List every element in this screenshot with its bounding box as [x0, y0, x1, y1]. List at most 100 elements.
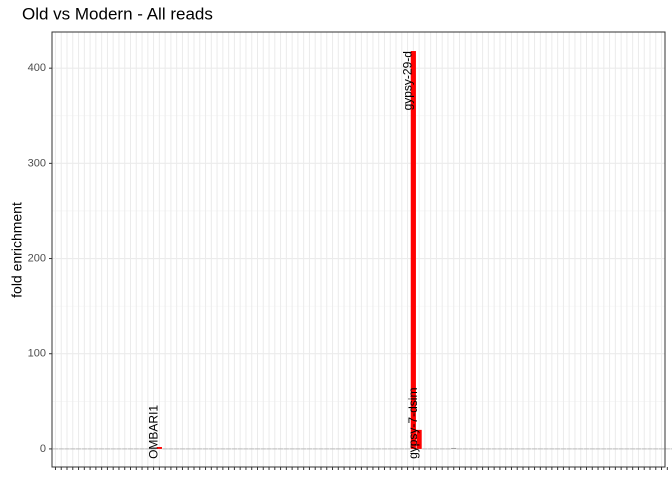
bar [99, 448, 105, 450]
bar [433, 448, 440, 450]
bar [197, 448, 203, 450]
bar [456, 448, 463, 450]
bar [381, 448, 388, 450]
bar [145, 448, 151, 450]
bar [653, 448, 659, 450]
bar [624, 448, 630, 450]
bar [376, 448, 382, 450]
y-tick-label: 200 [28, 252, 46, 264]
bar [162, 448, 168, 450]
bar [260, 448, 266, 450]
bar [75, 448, 82, 450]
bar [451, 447, 457, 449]
bar [601, 448, 607, 450]
bar [572, 448, 578, 450]
bar [491, 448, 497, 450]
bar [422, 448, 428, 450]
bar [445, 448, 451, 450]
bar [508, 448, 515, 450]
bar [670, 448, 672, 450]
bar [393, 448, 399, 450]
bar [329, 448, 336, 450]
bar [595, 448, 601, 450]
bar [474, 448, 480, 450]
bar [272, 448, 278, 450]
bar [202, 448, 209, 450]
bar [566, 448, 572, 450]
bar [254, 448, 261, 450]
bar [410, 51, 416, 449]
panel-border [51, 31, 666, 468]
bar [630, 448, 636, 450]
bar [503, 448, 509, 450]
bar [335, 448, 341, 450]
bar [70, 448, 76, 450]
bar [110, 448, 116, 450]
bar [555, 448, 561, 450]
bar [549, 448, 555, 450]
bar [358, 448, 364, 450]
bar [318, 448, 324, 450]
bar [347, 448, 353, 450]
bar [480, 448, 486, 450]
bar [93, 448, 99, 450]
bar [520, 448, 526, 450]
bar [214, 448, 220, 450]
bar [404, 448, 411, 450]
bar [81, 448, 87, 450]
bar [58, 448, 64, 450]
bar [127, 448, 134, 450]
bar [133, 448, 139, 450]
bar [428, 448, 434, 450]
bar [179, 448, 186, 450]
bar [462, 448, 468, 450]
bar [387, 448, 393, 450]
bar [583, 448, 590, 450]
bar [514, 448, 520, 450]
bar [664, 448, 670, 450]
bar [122, 448, 128, 450]
bar [468, 448, 474, 450]
bar [289, 448, 295, 450]
bar [370, 448, 376, 450]
bar [208, 448, 214, 450]
bar [220, 448, 226, 450]
bar [185, 448, 191, 450]
y-tick-label: 100 [28, 348, 46, 360]
bar [243, 448, 249, 450]
bar [283, 448, 289, 450]
bar [635, 448, 642, 450]
bar [266, 448, 272, 450]
bar [578, 448, 584, 450]
bar [612, 448, 618, 450]
bar [618, 448, 624, 450]
bar [485, 448, 491, 450]
bar [116, 448, 122, 450]
bar [543, 448, 549, 450]
bar-label: OMBARI1 [146, 405, 160, 459]
bar [399, 448, 405, 450]
bar [249, 448, 255, 450]
bar [150, 448, 157, 450]
bar [104, 448, 111, 450]
bar [606, 448, 613, 450]
bar [87, 448, 93, 450]
bar [168, 448, 174, 450]
bar [191, 448, 197, 450]
bar [301, 448, 307, 450]
bar [64, 448, 70, 450]
bar [560, 448, 567, 450]
bar-label: gypsy-29-d [400, 51, 414, 110]
bar [537, 448, 543, 450]
bar [52, 448, 59, 450]
bar [526, 448, 532, 450]
bar [658, 448, 665, 450]
bar [139, 448, 145, 450]
y-tick-label: 400 [28, 62, 46, 74]
bar [589, 448, 595, 450]
bar [277, 448, 284, 450]
bar-label: gypsy-7-dsim [406, 388, 420, 459]
bar [312, 448, 318, 450]
bar [324, 448, 330, 450]
